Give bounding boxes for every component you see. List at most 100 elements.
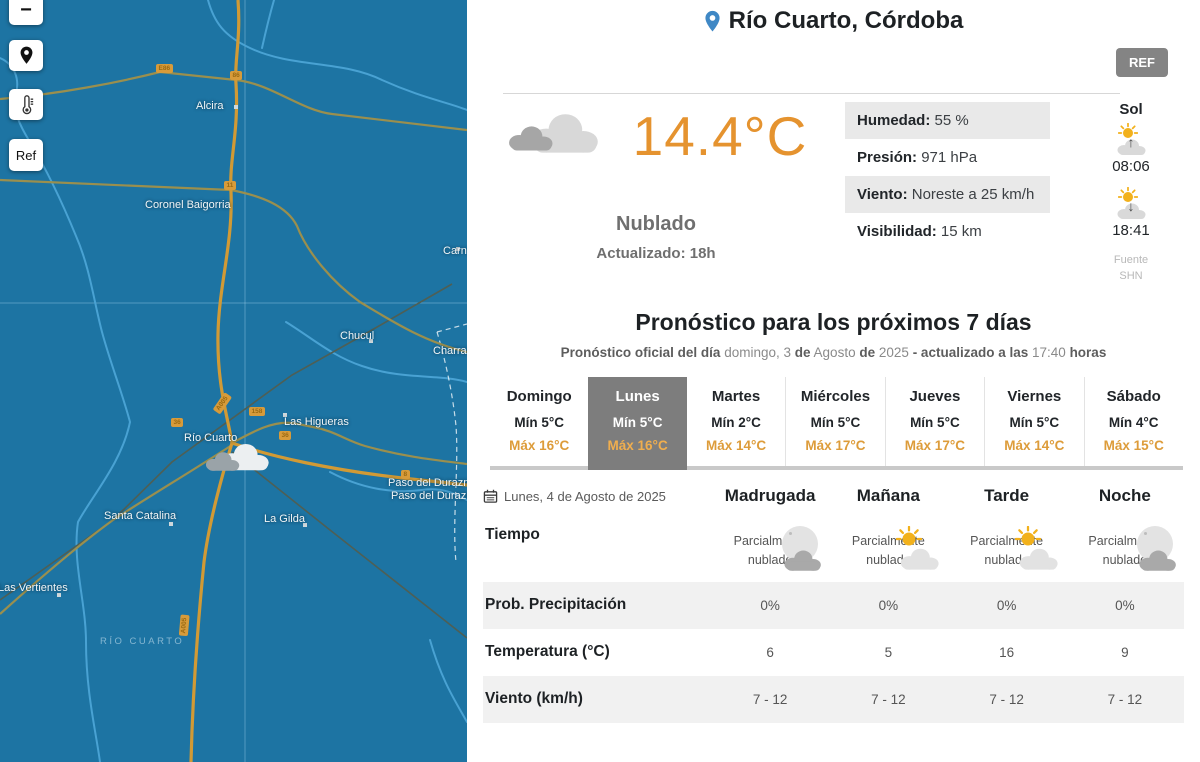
day-min: Mín 5°C: [810, 415, 861, 430]
sunrise-icon: ↑: [1113, 123, 1149, 157]
sun-source-agency: SHN: [1119, 269, 1143, 282]
day-card-jueves[interactable]: Jueves Mín 5°C Máx 17°C: [884, 377, 984, 466]
temperature-value: 16: [999, 644, 1015, 660]
precip-value: 0%: [1115, 597, 1135, 613]
day-card-domingo[interactable]: Domingo Mín 5°C Máx 16°C: [490, 377, 588, 466]
cloudy-icon: [505, 105, 605, 169]
temperature-value: 9: [1121, 644, 1129, 660]
route-shield: 158: [249, 407, 265, 417]
wind-row: Viento (km/h) 7 - 12 7 - 12 7 - 12 7 - 1…: [483, 675, 1184, 723]
wind-label: Viento:: [857, 186, 908, 203]
map-town-label: Chucul: [340, 330, 375, 342]
subtitle-part: Pronóstico oficial del día: [560, 345, 721, 360]
location-pin-icon: [20, 46, 32, 64]
map-town-label: Las Vertientes: [0, 582, 68, 594]
subtitle-part: de: [859, 345, 876, 360]
route-shield: 8: [401, 470, 410, 480]
map-department-label: RÍO CUARTO: [100, 636, 185, 647]
humidity-label: Humedad:: [857, 112, 931, 129]
detail-date-label: Lunes, 4 de Agosto de 2025: [504, 488, 666, 504]
subtitle-part: 17:40: [1032, 345, 1066, 360]
wind-value: 7 - 12: [989, 691, 1024, 707]
day-name: Domingo: [506, 388, 572, 405]
temperature-label: Temperatura (°C): [485, 643, 610, 660]
tiempo-row: Tiempo Parcialmente nublado: [483, 516, 1184, 582]
day-max: Máx 16°C: [607, 438, 668, 453]
wind-row-label: Viento (km/h): [485, 690, 583, 707]
day-name: Jueves: [909, 388, 961, 405]
route-shield: 36: [171, 418, 184, 428]
period-header-tarde: Tarde: [984, 486, 1030, 505]
day-name: Martes: [711, 388, 761, 405]
day-card-miercoles[interactable]: Miércoles Mín 5°C Máx 17°C: [785, 377, 884, 466]
map-ref-button[interactable]: Ref: [9, 139, 43, 171]
route-shield: 86: [230, 71, 243, 81]
header-divider: [503, 93, 1120, 94]
subtitle-part: domingo, 3: [724, 345, 791, 360]
day-min: Mín 5°C: [1009, 415, 1060, 430]
sunrise-time: 08:06: [1112, 158, 1150, 175]
precip-row: Prob. Precipitación 0% 0% 0% 0%: [483, 581, 1184, 629]
tiempo-cell: Parcialmente nublado: [948, 526, 1066, 570]
day-name: Miércoles: [800, 388, 871, 405]
map-location-button[interactable]: [9, 40, 43, 71]
temperature-value: 6: [766, 644, 774, 660]
map-geography: [0, 0, 467, 762]
day-card-martes[interactable]: Martes Mín 2°C Máx 14°C: [687, 377, 785, 466]
map-canvas[interactable]: Alcira Coronel Baigorria Carne Chucul Ch…: [0, 0, 467, 762]
current-conditions: 14.4°C Nublado Actualizado: 18h Humedad:…: [467, 101, 1200, 282]
map-town-label: Río Cuarto: [184, 432, 238, 444]
sun-source-word: Fuente: [1113, 254, 1149, 266]
day-card-viernes[interactable]: Viernes Mín 5°C Máx 14°C: [984, 377, 1083, 466]
day-name: Viernes: [1007, 388, 1062, 405]
tiempo-cell: Parcialmente nublado: [829, 526, 947, 570]
route-shield: 11: [224, 181, 236, 191]
day-min: Mín 2°C: [711, 415, 761, 430]
wind-value: 7 - 12: [1107, 691, 1143, 707]
day-name: Lunes: [615, 388, 660, 405]
sun-title: Sol: [1119, 101, 1143, 118]
zoom-out-button[interactable]: −: [9, 0, 43, 25]
wind-row: Viento: Noreste a 25 km/h: [845, 176, 1050, 213]
route-shield: E86: [156, 64, 173, 74]
pressure-row: Presión: 971 hPa: [845, 139, 1050, 176]
sunset-icon: ↓: [1113, 187, 1149, 221]
temperature-value: 5: [884, 644, 893, 660]
pressure-value: 971 hPa: [921, 149, 978, 166]
wind-value: Noreste a 25 km/h: [911, 186, 1035, 203]
map-town-label: Carne: [443, 245, 467, 257]
subtitle-part: Agosto: [813, 345, 856, 360]
subtitle-part: 2025: [878, 345, 909, 360]
tiempo-label: Tiempo: [485, 526, 540, 543]
calendar-icon: [483, 489, 498, 503]
map-town-label: Las Higueras: [284, 416, 349, 428]
tiempo-cell: Parcialmente nublado: [711, 526, 829, 571]
day-max: Máx 17°C: [904, 438, 965, 453]
day-min: Mín 5°C: [612, 415, 663, 430]
map-town-label: Charras: [433, 345, 467, 357]
humidity-value: 55 %: [934, 112, 969, 129]
forecast-title: Pronóstico para los próximos 7 días: [635, 309, 1032, 335]
period-header-madrugada: Madrugada: [724, 486, 816, 505]
map-town-label: Coronel Baigorria: [145, 199, 231, 211]
map-town-label: Paso del Durazno: [391, 490, 467, 502]
ref-button[interactable]: REF: [1116, 48, 1168, 77]
route-shield: 36: [279, 431, 292, 441]
map-ref-label: Ref: [15, 147, 37, 163]
thermometer-icon: [22, 94, 33, 114]
current-temperature: 14.4°C: [632, 105, 808, 167]
arrow-up-icon: ↑: [1127, 134, 1135, 150]
map-weather-cloud-marker: [203, 436, 275, 474]
detail-date: Lunes, 4 de Agosto de 2025: [483, 489, 711, 504]
map-temperature-layer-button[interactable]: [9, 89, 43, 120]
route-shield: A005: [178, 614, 190, 637]
day-card-sabado[interactable]: Sábado Mín 4°C Máx 15°C: [1083, 377, 1183, 466]
subtitle-part: horas: [1069, 345, 1107, 360]
day-max: Máx 16°C: [509, 438, 570, 453]
period-header-manana: Mañana: [856, 486, 921, 505]
location-header: Río Cuarto, Córdoba: [467, 7, 1200, 35]
visibility-label: Visibilidad:: [857, 223, 937, 240]
minus-icon: −: [20, 0, 32, 21]
day-card-lunes[interactable]: Lunes Mín 5°C Máx 16°C: [588, 377, 687, 470]
